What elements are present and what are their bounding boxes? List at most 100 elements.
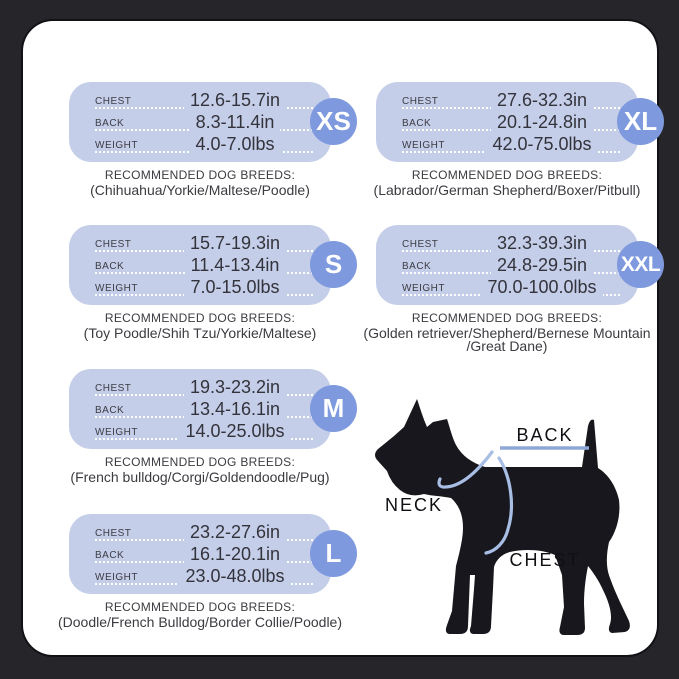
content-card: CHEST 12.6-15.7in BACK 8.3-11.4in WEIGHT 4.… bbox=[23, 21, 664, 655]
chest-row: CHEST 15.7-19.3in bbox=[95, 232, 317, 254]
size-panel-xl: CHEST 27.6-32.3in BACK 20.1-24.8in WEIGHT 4… bbox=[376, 82, 664, 162]
recommended-title: RECOMMENDED DOG BREEDS: bbox=[104, 168, 296, 182]
chest-label: CHEST bbox=[95, 96, 136, 107]
chest-value: 19.3-23.2in bbox=[183, 376, 287, 398]
weight-row: WEIGHT 4.0-7.0lbs bbox=[95, 133, 317, 155]
breeds-list: (Golden retriever/Shepherd/Bernese Mount… bbox=[363, 325, 651, 354]
breeds-list: (French bulldog/Corgi/Goldendoodle/Pug) bbox=[70, 469, 330, 485]
size-panel-l: CHEST 23.2-27.6in BACK 16.1-20.1in WEIGHT 2… bbox=[69, 514, 357, 594]
chest-diagram-label: CHEST bbox=[509, 550, 580, 570]
recommended-title: RECOMMENDED DOG BREEDS: bbox=[104, 311, 296, 325]
chest-value: 32.3-39.3in bbox=[490, 232, 594, 254]
chest-label: CHEST bbox=[95, 239, 136, 250]
recommended-title: RECOMMENDED DOG BREEDS: bbox=[411, 168, 603, 182]
recommended-title: RECOMMENDED DOG BREEDS: bbox=[411, 311, 603, 325]
weight-label: WEIGHT bbox=[95, 572, 142, 583]
size-group-xxl: CHEST 32.3-39.3in BACK 24.8-29.5in WEIGHT 7… bbox=[363, 225, 664, 353]
size-group-xl: CHEST 27.6-32.3in BACK 20.1-24.8in WEIGHT 4… bbox=[374, 82, 664, 197]
recommended-breeds: RECOMMENDED DOG BREEDS: (Labrador/German… bbox=[352, 168, 662, 197]
measurement-rows: CHEST 15.7-19.3in BACK 11.4-13.4in WEIGHT 7… bbox=[95, 232, 317, 298]
weight-row: WEIGHT 14.0-25.0lbs bbox=[95, 420, 317, 442]
chest-label: CHEST bbox=[402, 239, 443, 250]
weight-value: 70.0-100.0lbs bbox=[481, 276, 603, 298]
weight-value: 4.0-7.0lbs bbox=[189, 133, 281, 155]
back-label: BACK bbox=[402, 118, 436, 129]
back-row: BACK 11.4-13.4in bbox=[95, 254, 317, 276]
measurement-rows: CHEST 12.6-15.7in BACK 8.3-11.4in WEIGHT 4.… bbox=[95, 89, 317, 155]
weight-value: 23.0-48.0lbs bbox=[179, 565, 291, 587]
recommended-breeds: RECOMMENDED DOG BREEDS: (French bulldog/… bbox=[30, 455, 370, 484]
chest-row: CHEST 12.6-15.7in bbox=[95, 89, 317, 111]
size-badge-m: M bbox=[310, 385, 357, 432]
chest-value: 27.6-32.3in bbox=[490, 89, 594, 111]
recommended-breeds: RECOMMENDED DOG BREEDS: (Golden retrieve… bbox=[352, 311, 662, 353]
chest-value: 23.2-27.6in bbox=[183, 521, 287, 543]
dog-silhouette bbox=[375, 399, 630, 635]
weight-label: WEIGHT bbox=[95, 427, 142, 438]
weight-value: 7.0-15.0lbs bbox=[184, 276, 286, 298]
size-panel-s: CHEST 15.7-19.3in BACK 11.4-13.4in WEIGHT 7… bbox=[69, 225, 357, 305]
chest-harness-strap bbox=[484, 456, 514, 555]
size-badge-s: S bbox=[310, 241, 357, 288]
weight-value: 14.0-25.0lbs bbox=[179, 420, 291, 442]
neck-harness-strap bbox=[437, 450, 494, 489]
dog-measurement-diagram: BACK NECK CHEST bbox=[375, 399, 630, 635]
size-badge-xs: XS bbox=[310, 98, 357, 145]
back-row: BACK 13.4-16.1in bbox=[95, 398, 317, 420]
back-label: BACK bbox=[95, 261, 129, 272]
breeds-list: (Labrador/German Shepherd/Boxer/Pitbull) bbox=[373, 182, 641, 198]
weight-row: WEIGHT 70.0-100.0lbs bbox=[402, 276, 624, 298]
size-group-l: CHEST 23.2-27.6in BACK 16.1-20.1in WEIGHT 2… bbox=[58, 514, 370, 629]
breeds-list: (Doodle/French Bulldog/Border Collie/Poo… bbox=[57, 614, 343, 630]
recommended-title: RECOMMENDED DOG BREEDS: bbox=[104, 455, 296, 469]
back-diagram-label: BACK bbox=[516, 425, 573, 445]
size-panel-m: CHEST 19.3-23.2in BACK 13.4-16.1in WEIGHT 1… bbox=[69, 369, 357, 449]
back-value: 11.4-13.4in bbox=[184, 254, 286, 276]
weight-row: WEIGHT 7.0-15.0lbs bbox=[95, 276, 317, 298]
recommended-breeds: RECOMMENDED DOG BREEDS: (Chihuahua/Yorki… bbox=[30, 168, 370, 197]
back-label: BACK bbox=[95, 550, 129, 561]
weight-row: WEIGHT 23.0-48.0lbs bbox=[95, 565, 317, 587]
back-value: 16.1-20.1in bbox=[183, 543, 287, 565]
chest-value: 15.7-19.3in bbox=[183, 232, 287, 254]
measurement-rows: CHEST 27.6-32.3in BACK 20.1-24.8in WEIGHT 4… bbox=[402, 89, 624, 155]
size-group-xs: CHEST 12.6-15.7in BACK 8.3-11.4in WEIGHT 4.… bbox=[69, 82, 370, 197]
size-group-s: CHEST 15.7-19.3in BACK 11.4-13.4in WEIGHT 7… bbox=[69, 225, 370, 340]
size-panel-xs: CHEST 12.6-15.7in BACK 8.3-11.4in WEIGHT 4.… bbox=[69, 82, 357, 162]
back-value: 20.1-24.8in bbox=[490, 111, 594, 133]
back-label: BACK bbox=[402, 261, 436, 272]
neck-diagram-label: NECK bbox=[385, 495, 443, 515]
recommended-breeds: RECOMMENDED DOG BREEDS: (Toy Poodle/Shih… bbox=[30, 311, 370, 340]
back-value: 13.4-16.1in bbox=[183, 398, 287, 420]
recommended-title: RECOMMENDED DOG BREEDS: bbox=[104, 600, 296, 614]
weight-label: WEIGHT bbox=[95, 140, 142, 151]
chest-row: CHEST 27.6-32.3in bbox=[402, 89, 624, 111]
back-row: BACK 24.8-29.5in bbox=[402, 254, 624, 276]
weight-label: WEIGHT bbox=[95, 283, 142, 294]
chest-row: CHEST 23.2-27.6in bbox=[95, 521, 317, 543]
back-value: 24.8-29.5in bbox=[490, 254, 594, 276]
back-label: BACK bbox=[95, 405, 129, 416]
size-badge-l: L bbox=[310, 530, 357, 577]
weight-label: WEIGHT bbox=[402, 140, 449, 151]
back-value: 8.3-11.4in bbox=[189, 111, 281, 133]
back-label: BACK bbox=[95, 118, 129, 129]
back-row: BACK 20.1-24.8in bbox=[402, 111, 624, 133]
breeds-list: (Toy Poodle/Shih Tzu/Yorkie/Maltese) bbox=[83, 325, 317, 341]
size-badge-xl: XL bbox=[617, 98, 664, 145]
measurement-rows: CHEST 23.2-27.6in BACK 16.1-20.1in WEIGHT 2… bbox=[95, 521, 317, 587]
chest-label: CHEST bbox=[95, 383, 136, 394]
measurement-rows: CHEST 19.3-23.2in BACK 13.4-16.1in WEIGHT 1… bbox=[95, 376, 317, 442]
breeds-list: (Chihuahua/Yorkie/Maltese/Poodle) bbox=[90, 182, 310, 198]
size-badge-xxl: XXL bbox=[617, 241, 664, 288]
chest-row: CHEST 32.3-39.3in bbox=[402, 232, 624, 254]
back-row: BACK 8.3-11.4in bbox=[95, 111, 317, 133]
size-panel-xxl: CHEST 32.3-39.3in BACK 24.8-29.5in WEIGHT 7… bbox=[376, 225, 664, 305]
measurement-rows: CHEST 32.3-39.3in BACK 24.8-29.5in WEIGHT 7… bbox=[402, 232, 624, 298]
back-row: BACK 16.1-20.1in bbox=[95, 543, 317, 565]
weight-label: WEIGHT bbox=[402, 283, 449, 294]
weight-value: 42.0-75.0lbs bbox=[486, 133, 598, 155]
chest-row: CHEST 19.3-23.2in bbox=[95, 376, 317, 398]
weight-row: WEIGHT 42.0-75.0lbs bbox=[402, 133, 624, 155]
